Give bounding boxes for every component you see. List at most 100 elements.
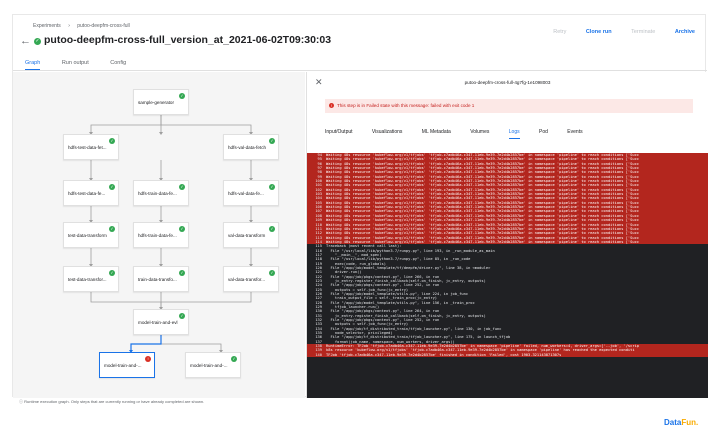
log-viewer[interactable]: 94 Waiting 48s resource 'kubeflow.org/v1/… <box>307 153 708 398</box>
node-hdfs-test-data-fetch[interactable]: hdfs-test-data-fet... ✓ <box>63 134 119 160</box>
log-line: 117 "__main__", mod_spec) <box>307 253 708 257</box>
arrow-icon <box>249 178 253 181</box>
node-hdfs-train-data-fe[interactable]: hdfs-train-data-fe... ✓ <box>133 180 189 206</box>
log-line-text: Waiting 48s resource 'kubeflow.org/v1/tf… <box>326 179 640 184</box>
breadcrumb-experiments[interactable]: Experiments <box>33 23 61 29</box>
tab-events[interactable]: Events <box>567 129 583 135</box>
step-details-panel: ✕ putoo-deepfm-cross-full-4g7fg-1e109800… <box>306 72 708 398</box>
log-line: 108 Waiting 48s resource 'kubeflow.org/v1… <box>307 213 708 219</box>
log-line-number: 106 <box>315 205 322 210</box>
log-line-number: 131 <box>315 313 322 318</box>
tab-input-output[interactable]: Input/Output <box>325 129 353 135</box>
node-label: sample-generator <box>138 100 175 105</box>
log-line: 137 format(job_name, namespace, num_work… <box>307 340 708 344</box>
log-line-text: exec(code, run_globals) <box>326 261 386 266</box>
node-model-train-and-evl[interactable]: model-train-and-evl ✓ <box>133 309 189 335</box>
node-train-data-transfo[interactable]: train-data-transfo... ✓ <box>133 266 189 292</box>
terminate-button[interactable]: Terminate <box>631 29 656 35</box>
log-line: 133 outputs = self.job_func(jc_entry) <box>307 322 708 326</box>
log-line: 139 k8s resource 'kubeflow.org/v1/tfjobs'… <box>307 348 708 353</box>
log-line: 134 File "/app/job/tf_distributed_train/… <box>307 327 708 331</box>
tab-config[interactable]: Config <box>110 60 127 66</box>
retry-button[interactable]: Retry <box>553 29 567 35</box>
node-test-data-transfor[interactable]: test-data-transfor... ✓ <box>63 266 119 292</box>
node-label: val-data-transform <box>228 233 266 238</box>
log-line-number: 115 <box>315 244 322 249</box>
log-line-number: 102 <box>315 187 322 192</box>
log-line-text: File "/app/job/model_template/utils.py",… <box>326 292 469 296</box>
log-line-number: 99 <box>317 174 322 179</box>
log-line-number: 138 <box>315 344 322 349</box>
success-icon: ✓ <box>179 226 185 232</box>
log-line: 95 Waiting 48s resource 'kubeflow.org/v1/… <box>307 157 708 162</box>
log-line-number: 125 <box>315 287 322 292</box>
success-icon: ✓ <box>179 313 185 319</box>
log-line: 130 File "/app/job/pkgs/context.py", lin… <box>307 309 708 313</box>
log-line: 109 Waiting 48s resource 'kubeflow.org/v1… <box>307 218 708 223</box>
success-status-icon: ✓ <box>34 38 41 45</box>
node-test-data-transform[interactable]: test-data-transform ✓ <box>63 222 119 248</box>
page-title: putoo-deepfm-cross-full_version_at_2021-… <box>44 34 332 46</box>
breadcrumb-experiment-name[interactable]: putoo-deepfm-cross-full <box>77 23 130 29</box>
log-line: 100 Waiting 48s resource 'kubeflow.org/v1… <box>307 179 708 184</box>
log-line: 127 train_output_file = self._train_proc… <box>307 296 708 300</box>
back-arrow-icon[interactable]: ← <box>20 35 31 47</box>
tab-ml-metadata[interactable]: ML Metadata <box>421 129 451 135</box>
tab-pod[interactable]: Pod <box>539 129 548 135</box>
log-line-number: 116 <box>315 248 322 253</box>
node-model-train-success[interactable]: model-train-and-... ✓ <box>185 352 241 378</box>
node-hdfs-val-data-fe[interactable]: hdfs-val-data-fe... ✓ <box>223 180 279 206</box>
tab-volumes[interactable]: Volumes <box>470 129 490 135</box>
log-line-text: jc_entry.register_finish_callback(self.o… <box>326 313 486 318</box>
node-val-data-transfor[interactable]: val-data-transfor... ✓ <box>223 266 279 292</box>
tab-graph[interactable]: Graph <box>25 60 41 70</box>
node-label: hdfs-val-data-fetch <box>228 145 267 150</box>
log-line-text: Waiting 48s resource 'kubeflow.org/v1/tf… <box>326 187 640 192</box>
log-line-number: 140 <box>315 352 322 357</box>
log-line-text: File "/app/job/pkgs/context.py", line 25… <box>326 318 440 323</box>
log-line: 103 Waiting 48s resource 'kubeflow.org/v1… <box>307 192 708 197</box>
log-line: 112 Waiting 48s resource 'kubeflow.org/v1… <box>307 231 708 236</box>
log-line-text: outputs = self.job_func(jc_entry) <box>326 287 409 292</box>
log-line-number: 101 <box>315 183 322 188</box>
log-line-number: 120 <box>315 265 322 270</box>
node-model-train-failed[interactable]: model-train-and-...! <box>99 352 155 378</box>
log-line: 105 Waiting 48s resource 'kubeflow.org/v1… <box>307 200 708 206</box>
log-line-number: 124 <box>315 283 322 288</box>
log-line: 115 Traceback (most recent call last): <box>307 244 708 248</box>
node-val-data-transform[interactable]: val-data-transform ✓ <box>223 222 279 248</box>
breadcrumb-separator: › <box>68 23 70 29</box>
log-line: 116 File "/usr/local/lib/python3.7/runpy… <box>307 249 708 253</box>
node-hdfs-test-data-fe[interactable]: hdfs-test-data-fe... ✓ <box>63 180 119 206</box>
node-hdfs-val-data-fetch[interactable]: hdfs-val-data-fetch ✓ <box>223 134 279 160</box>
log-line-text: Waiting 48s resource 'kubeflow.org/v1/tf… <box>326 226 640 231</box>
success-icon: ✓ <box>179 270 185 276</box>
tab-run-output[interactable]: Run output <box>61 60 89 66</box>
log-line-number: 121 <box>315 270 322 275</box>
tab-visualizations[interactable]: Visualizations <box>371 129 403 135</box>
log-line-number: 114 <box>315 239 322 244</box>
node-hdfs-train-data-fe-2[interactable]: hdfs-train-data-fe... ✓ <box>133 222 189 248</box>
log-line-number: 113 <box>315 235 322 240</box>
tab-logs[interactable]: Logs <box>508 129 520 139</box>
log-line: 125 outputs = self.job_func(jc_entry) <box>307 288 708 292</box>
breadcrumb: Experiments › putoo-deepfm-cross-full <box>33 23 136 29</box>
log-line-text: node_selector, privileged) <box>326 331 393 336</box>
archive-button[interactable]: Archive <box>674 29 695 35</box>
log-line-number: 137 <box>315 339 322 344</box>
log-line-number: 123 <box>315 278 322 283</box>
log-line-number: 132 <box>315 318 322 323</box>
node-sample-generator[interactable]: sample-generator ✓ <box>133 89 189 115</box>
pipeline-graph: sample-generator ✓ hdfs-test-data-fet... ✓… <box>13 72 305 398</box>
success-icon: ✓ <box>179 93 185 99</box>
log-line-text: File "/app/job/model_template/tf/deepfm/… <box>326 265 491 270</box>
close-icon[interactable]: ✕ <box>315 77 323 87</box>
arrow-icon <box>159 178 163 181</box>
log-line: 132 File "/app/job/pkgs/context.py", lin… <box>307 318 708 322</box>
arrow-icon <box>159 264 163 267</box>
log-line-text: Waiting 48s resource 'kubeflow.org/v1/tf… <box>326 235 640 240</box>
clone-run-button[interactable]: Clone run <box>585 29 612 35</box>
success-icon: ✓ <box>179 184 185 190</box>
arrow-icon <box>89 220 93 223</box>
log-line: 118 File "/usr/local/lib/python3.7/runpy… <box>307 257 708 261</box>
